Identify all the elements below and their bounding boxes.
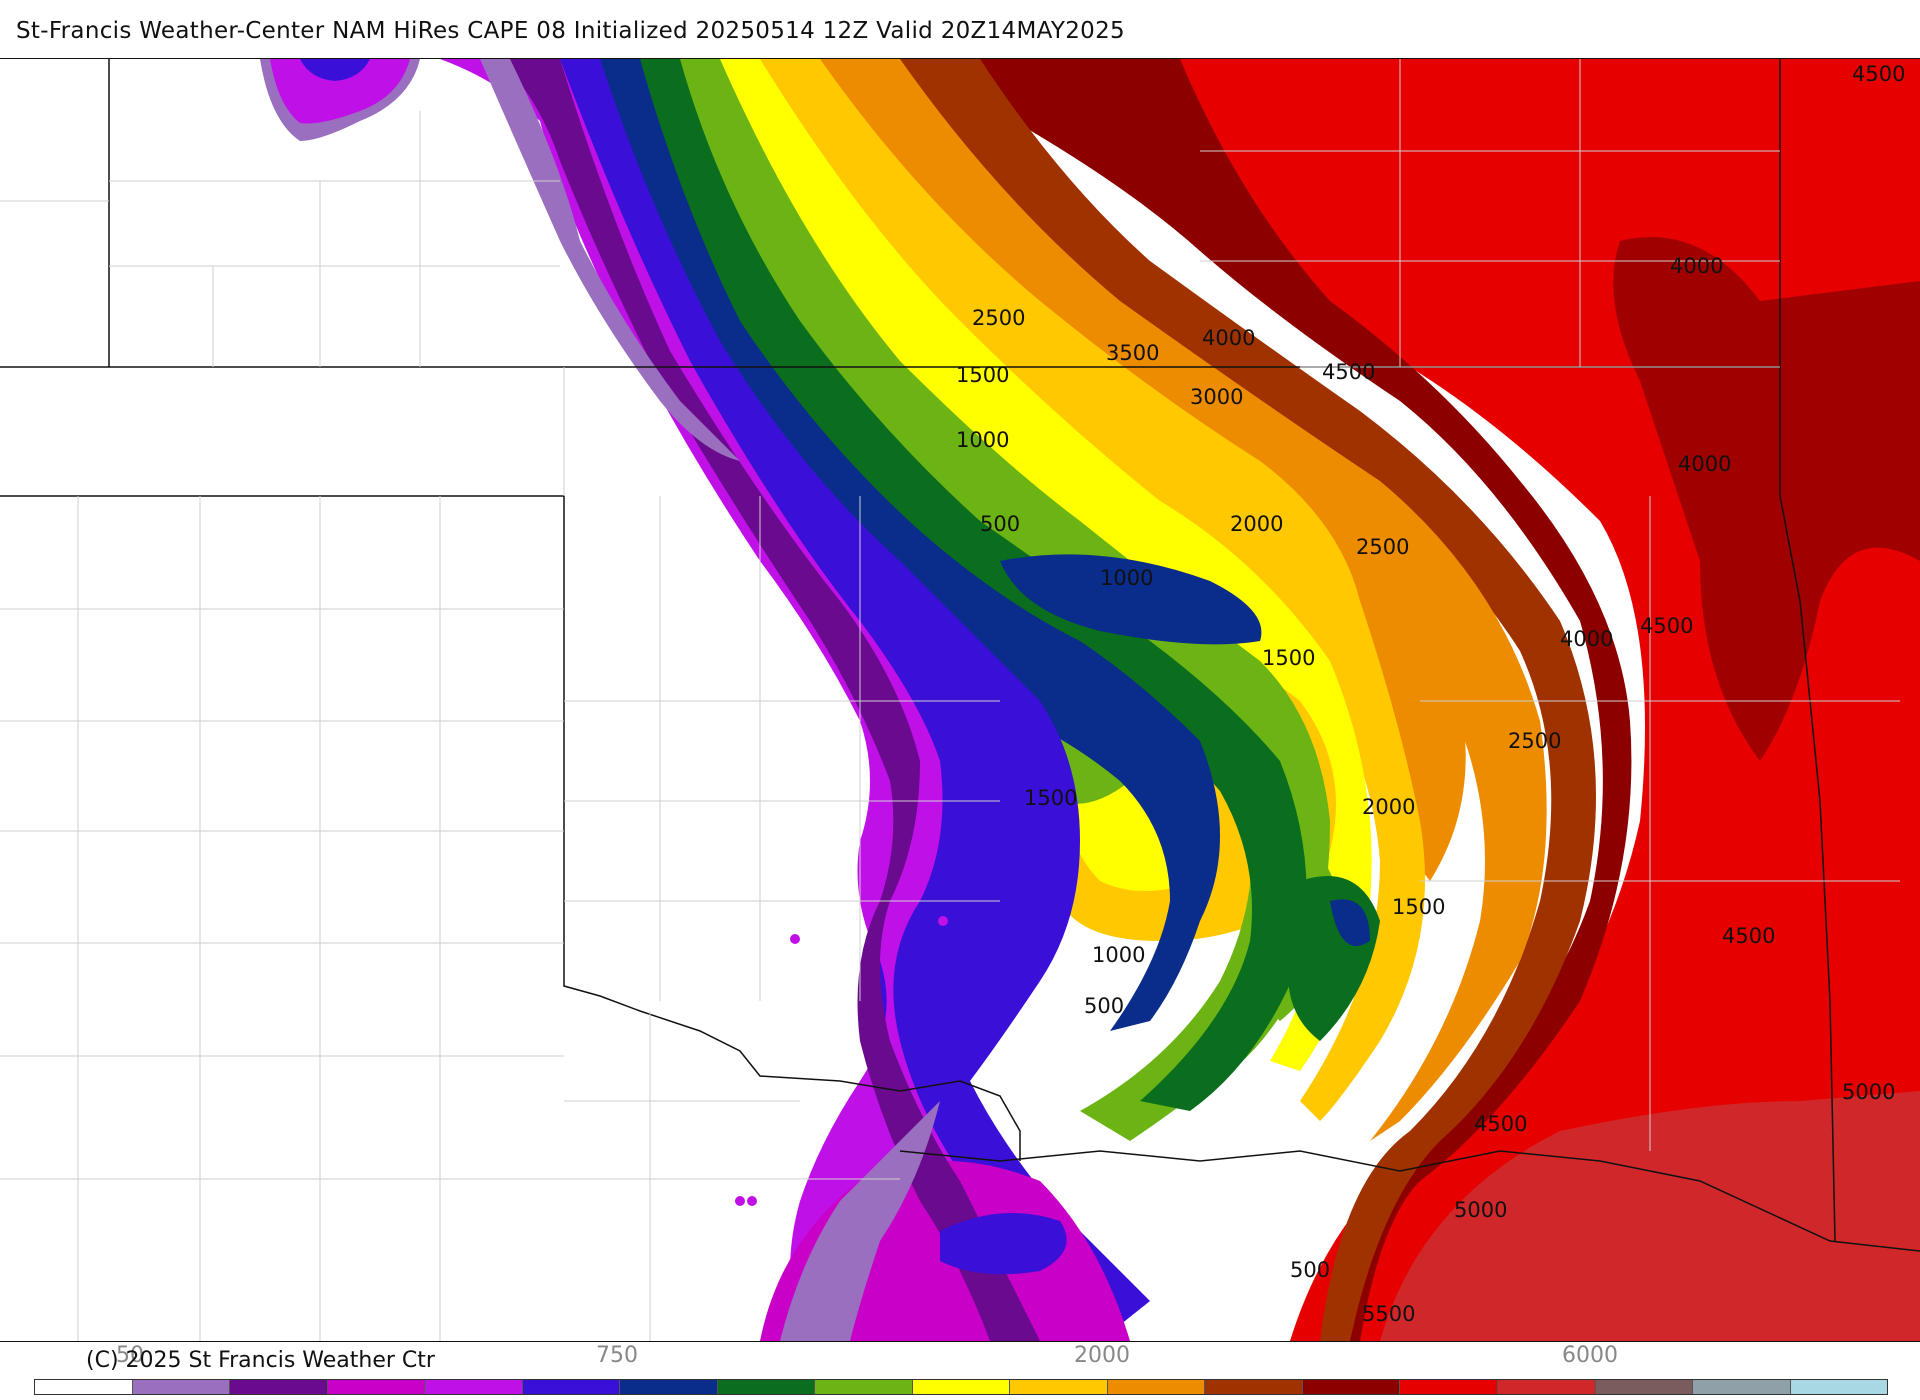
colorbar-tick: 750 (596, 1343, 638, 1368)
colorbar-segment (132, 1380, 231, 1394)
contour-label: 4500 (1722, 924, 1775, 948)
colorbar-tick: 2000 (1074, 1343, 1130, 1368)
contour-label: 1500 (1262, 646, 1315, 670)
colorbar-segment (717, 1380, 816, 1394)
colorbar-segment (1107, 1380, 1206, 1394)
copyright-text: (C) 2025 St Francis Weather Ctr (86, 1348, 435, 1373)
contour-label: 5500 (1362, 1302, 1415, 1326)
contour-label: 4500 (1852, 62, 1905, 86)
contour-label: 3000 (1190, 385, 1243, 409)
colorbar-segment (425, 1380, 523, 1394)
colorbar-segment (1693, 1380, 1791, 1394)
colorbar-segment (1595, 1380, 1694, 1394)
colorbar-segment (1302, 1380, 1401, 1394)
contour-label: 4500 (1474, 1112, 1527, 1136)
colorbar-segment (912, 1380, 1011, 1394)
contour-label: 500 (980, 512, 1020, 536)
colorbar-segment (522, 1380, 621, 1394)
cape-colorbar (34, 1379, 1888, 1395)
contour-label: 2000 (1230, 512, 1283, 536)
colorbar-segment (1400, 1380, 1498, 1394)
colorbar-segment (1010, 1380, 1108, 1394)
colorbar-tick: 50 (116, 1343, 144, 1368)
contour-label: 4000 (1560, 627, 1613, 651)
contour-label: 4000 (1678, 452, 1731, 476)
contour-label: 2500 (972, 306, 1025, 330)
colorbar-segment (327, 1380, 426, 1394)
contour-label: 2000 (1362, 795, 1415, 819)
contour-label: 500 (1290, 1258, 1330, 1282)
contour-label: 4000 (1202, 326, 1255, 350)
cape-map-canvas: 4500 4000 2500 3500 4000 4500 1500 3000 … (0, 59, 1920, 1341)
contour-label: 2500 (1508, 729, 1561, 753)
colorbar-segment (815, 1380, 913, 1394)
contour-label: 5000 (1454, 1198, 1507, 1222)
colorbar-segment (620, 1380, 718, 1394)
cape-map: 4500 4000 2500 3500 4000 4500 1500 3000 … (0, 58, 1920, 1342)
colorbar-segment (1205, 1380, 1303, 1394)
colorbar-segment (1497, 1380, 1596, 1394)
contour-label: 1000 (956, 428, 1009, 452)
contour-label: 1000 (1092, 943, 1145, 967)
contour-label: 4500 (1322, 360, 1375, 384)
map-title: St-Francis Weather-Center NAM HiRes CAPE… (16, 18, 1125, 44)
colorbar-tick: 6000 (1562, 1343, 1618, 1368)
contour-label: 4000 (1670, 254, 1723, 278)
contour-label: 1500 (956, 363, 1009, 387)
colorbar-segment (1790, 1380, 1888, 1394)
colorbar-segment (35, 1380, 133, 1394)
contour-label: 1500 (1392, 895, 1445, 919)
contour-label: 4500 (1640, 614, 1693, 638)
contour-label: 2500 (1356, 535, 1409, 559)
contour-label: 1500 (1024, 786, 1077, 810)
contour-label: 500 (1084, 994, 1124, 1018)
contour-label: 5000 (1842, 1080, 1895, 1104)
contour-label: 3500 (1106, 341, 1159, 365)
colorbar-segment (230, 1380, 328, 1394)
contour-label: 1000 (1100, 566, 1153, 590)
